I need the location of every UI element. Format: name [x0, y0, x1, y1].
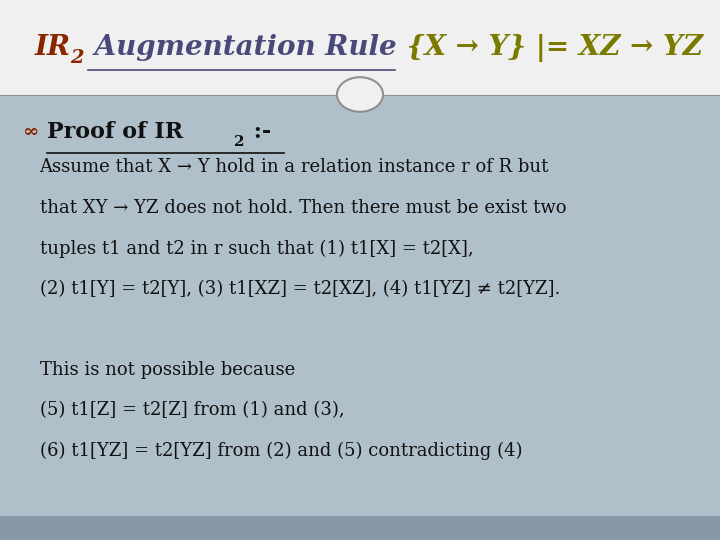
Bar: [0, 94, 720, 516]
Text: that XY → YZ does not hold. Then there must be exist two: that XY → YZ does not hold. Then there m…: [40, 199, 566, 217]
Text: (6) t1[YZ] = t2[YZ] from (2) and (5) contradicting (4): (6) t1[YZ] = t2[YZ] from (2) and (5) con…: [40, 442, 522, 460]
Bar: [0, 516, 720, 540]
Text: ∞: ∞: [23, 123, 40, 141]
Text: (2) t1[Y] = t2[Y], (3) t1[XZ] = t2[XZ], (4) t1[YZ] ≠ t2[YZ].: (2) t1[Y] = t2[Y], (3) t1[XZ] = t2[XZ], …: [40, 280, 560, 298]
Circle shape: [337, 77, 383, 112]
Text: {X → Y} |= XZ → YZ: {X → Y} |= XZ → YZ: [397, 33, 703, 62]
Bar: [0, 0, 720, 94]
Text: IR: IR: [35, 34, 71, 61]
Text: tuples t1 and t2 in r such that (1) t1[X] = t2[X],: tuples t1 and t2 in r such that (1) t1[X…: [40, 239, 473, 258]
Text: 2: 2: [70, 49, 84, 68]
Text: 2: 2: [234, 135, 245, 149]
Text: (5) t1[Z] = t2[Z] from (1) and (3),: (5) t1[Z] = t2[Z] from (1) and (3),: [40, 401, 344, 420]
Text: Proof of IR: Proof of IR: [47, 122, 183, 143]
Text: Augmentation Rule: Augmentation Rule: [85, 34, 397, 61]
Text: This is not possible because: This is not possible because: [40, 361, 295, 379]
Text: :-: :-: [246, 122, 271, 143]
Text: Assume that X → Y hold in a relation instance r of R but: Assume that X → Y hold in a relation ins…: [40, 158, 549, 177]
